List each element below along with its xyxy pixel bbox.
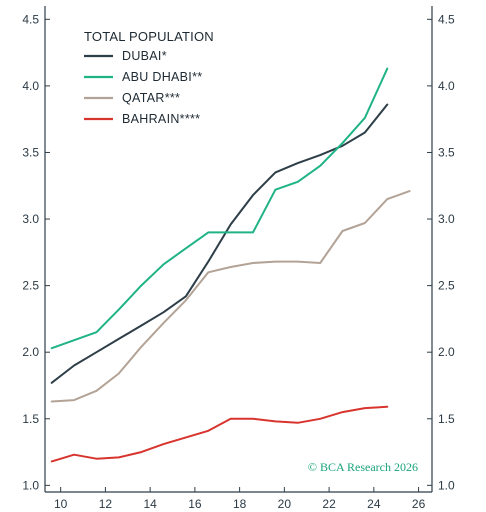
legend-label-abu-dhabi: ABU DHABI** <box>122 70 202 84</box>
y-tick-label-left: 1.0 <box>22 478 39 492</box>
x-tick-label: 20 <box>278 497 292 511</box>
series-line-abu-dhabi <box>50 67 389 350</box>
legend-title: TOTAL POPULATION <box>84 29 214 44</box>
legend-label-bahrain: BAHRAIN**** <box>122 112 200 126</box>
legend: TOTAL POPULATION DUBAI* ABU DHABI** QATAR*… <box>84 29 214 126</box>
y-tick-label-left: 2.0 <box>22 345 39 359</box>
x-tick-label: 22 <box>322 497 336 511</box>
x-tick-label: 24 <box>367 497 381 511</box>
series-line-bahrain <box>50 405 389 463</box>
credit-annotation: © BCA Research 2026 <box>308 460 418 474</box>
y-tick-label-right: 1.5 <box>438 412 455 426</box>
y-tick-label-left: 3.0 <box>22 212 39 226</box>
legend-label-dubai: DUBAI* <box>122 49 167 63</box>
y-tick-label-right: 4.0 <box>438 79 455 93</box>
x-tick-label: 16 <box>188 497 202 511</box>
y-tick-label-right: 3.5 <box>438 145 455 159</box>
series-lines <box>50 67 411 463</box>
series-line-dubai <box>50 103 389 384</box>
x-tick-label: 10 <box>54 497 68 511</box>
x-tick-label: 26 <box>412 497 426 511</box>
y-tick-label-left: 2.5 <box>22 279 39 293</box>
y-tick-label-right: 2.5 <box>438 279 455 293</box>
axes: 1.0 1.0 1.5 1.5 2.0 2.0 2.5 2.5 3.0 3.0 3.5 3.5 4.0 4… <box>22 12 455 511</box>
y-tick-label-right: 1.0 <box>438 478 455 492</box>
y-tick-label-left: 4.5 <box>22 12 39 26</box>
y-tick-label-right: 3.0 <box>438 212 455 226</box>
y-tick-label-right: 4.5 <box>438 12 455 26</box>
x-tick-label: 12 <box>99 497 113 511</box>
legend-label-qatar: QATAR*** <box>122 91 180 105</box>
x-tick-label: 18 <box>233 497 247 511</box>
series-line-qatar <box>50 190 411 403</box>
y-tick-label-left: 4.0 <box>22 79 39 93</box>
y-tick-label-left: 3.5 <box>22 145 39 159</box>
y-tick-label-right: 2.0 <box>438 345 455 359</box>
plot-frame <box>44 6 433 493</box>
x-tick-label: 14 <box>143 497 157 511</box>
y-tick-label-left: 1.5 <box>22 412 39 426</box>
